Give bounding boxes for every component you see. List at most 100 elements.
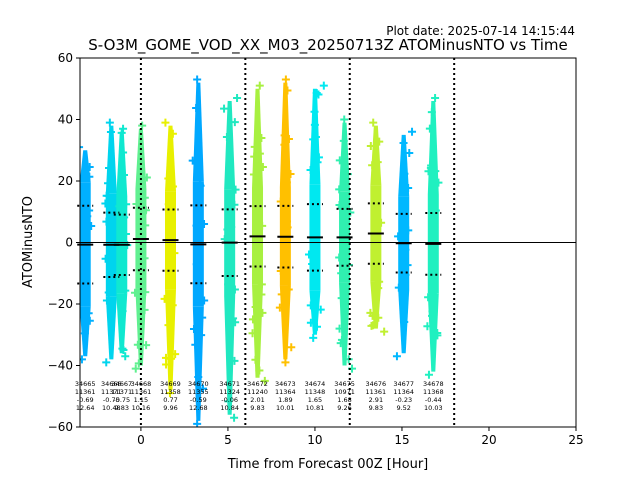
overlay-layer: [77, 58, 576, 427]
orbit-stat-text-34676: 34676 11361 2.91 9.83: [366, 380, 387, 412]
stat-value: 9.26: [337, 404, 351, 412]
data-point: [119, 171, 128, 180]
data-point: [429, 173, 438, 182]
stat-value: -0.06: [221, 396, 238, 404]
stat-value: 11355: [188, 388, 209, 396]
data-point: [335, 324, 344, 333]
data-point: [281, 192, 290, 201]
orbit-stat-text-34678: 34678 11368 -0.44 10.03: [423, 380, 444, 412]
data-point: [368, 311, 377, 320]
outlier-point: [230, 413, 239, 422]
data-point: [286, 169, 295, 178]
data-point: [117, 128, 126, 137]
orbit-lower-tail-34666: [105, 296, 117, 360]
data-point: [106, 127, 115, 136]
data-point: [306, 301, 315, 310]
data-point: [119, 148, 128, 157]
data-point: [257, 280, 266, 289]
stat-value: 10.01: [276, 404, 295, 412]
data-point: [80, 294, 88, 303]
stat-value: -0.44: [425, 396, 442, 404]
data-point: [276, 266, 285, 275]
stat-value: 2.91: [369, 396, 383, 404]
outlier-point: [131, 364, 140, 373]
stat-value: 11364: [393, 388, 414, 396]
data-point: [258, 308, 267, 317]
stat-value: 10.16: [132, 404, 151, 412]
data-point: [101, 254, 110, 263]
stat-value: 34669: [160, 380, 181, 388]
stat-value: 1.15: [134, 396, 148, 404]
data-point: [102, 296, 111, 305]
stat-value: -0.23: [395, 396, 412, 404]
orbit-upper-tail-34677: [398, 134, 410, 197]
data-point: [400, 317, 409, 326]
orbit-stat-text-34673: 34673 11364 1.89 10.01: [275, 380, 296, 412]
data-point: [341, 218, 350, 227]
data-point: [424, 167, 433, 176]
data-point: [230, 285, 239, 294]
data-point: [370, 261, 379, 270]
data-point: [191, 340, 200, 349]
data-point: [428, 288, 437, 297]
data-point: [427, 161, 436, 170]
data-point: [313, 322, 322, 331]
data-point: [192, 104, 201, 113]
data-point: [161, 353, 170, 362]
data-point: [399, 138, 408, 147]
data-point: [85, 172, 94, 181]
stat-value: 34672: [247, 380, 268, 388]
data-point: [229, 314, 238, 323]
stat-value: 10.84: [220, 404, 239, 412]
y-tick-label: 20: [58, 174, 73, 188]
data-point: [165, 225, 174, 234]
x-tick-label: 20: [481, 433, 496, 447]
data-point: [160, 294, 169, 303]
data-point: [105, 163, 114, 172]
data-point: [308, 260, 317, 269]
data-point: [106, 266, 115, 275]
stat-value: 2.01: [250, 396, 264, 404]
data-point: [373, 158, 382, 167]
data-point: [249, 170, 258, 179]
outlier-point: [161, 118, 170, 127]
data-point: [227, 222, 236, 231]
stat-value: 9.83: [115, 404, 129, 412]
stat-value: 34677: [393, 380, 414, 388]
data-point: [366, 141, 375, 150]
data-point: [250, 152, 259, 161]
data-point: [427, 108, 436, 117]
outlier-point: [319, 81, 328, 90]
stat-value: 34666: [101, 380, 122, 388]
y-tick-label: −40: [48, 359, 73, 373]
orbit-stat-text-34672: 34672 11240 2.01 9.83: [247, 380, 268, 412]
stat-value: 10.03: [424, 404, 443, 412]
stat-value: 12.64: [76, 404, 95, 412]
data-point: [423, 322, 432, 331]
stat-value: 11364: [275, 388, 296, 396]
data-point: [370, 186, 379, 195]
outlier-point: [424, 370, 433, 379]
data-point: [251, 355, 260, 364]
data-point: [368, 161, 377, 170]
data-point: [168, 301, 177, 310]
data-point: [83, 212, 92, 221]
outlier-point: [138, 121, 147, 130]
orbit-stat-text-34677: 34677 11364 -0.23 9.52: [393, 380, 414, 412]
outlier-point: [119, 124, 128, 133]
data-point: [398, 264, 407, 273]
stat-value: 34673: [275, 380, 296, 388]
data-point: [231, 185, 240, 194]
data-point: [377, 218, 386, 227]
outlier-point: [408, 127, 417, 136]
orbit-lower-tail-34671: [224, 296, 236, 415]
orbit-upper-tail-34666: [105, 125, 117, 194]
data-point: [230, 356, 239, 365]
stat-value: 11240: [247, 388, 268, 396]
data-point: [220, 104, 229, 113]
orbit-upper-tail-34671: [224, 101, 236, 190]
stat-value: 10971: [334, 388, 355, 396]
data-point: [434, 178, 443, 187]
data-point: [122, 200, 131, 209]
